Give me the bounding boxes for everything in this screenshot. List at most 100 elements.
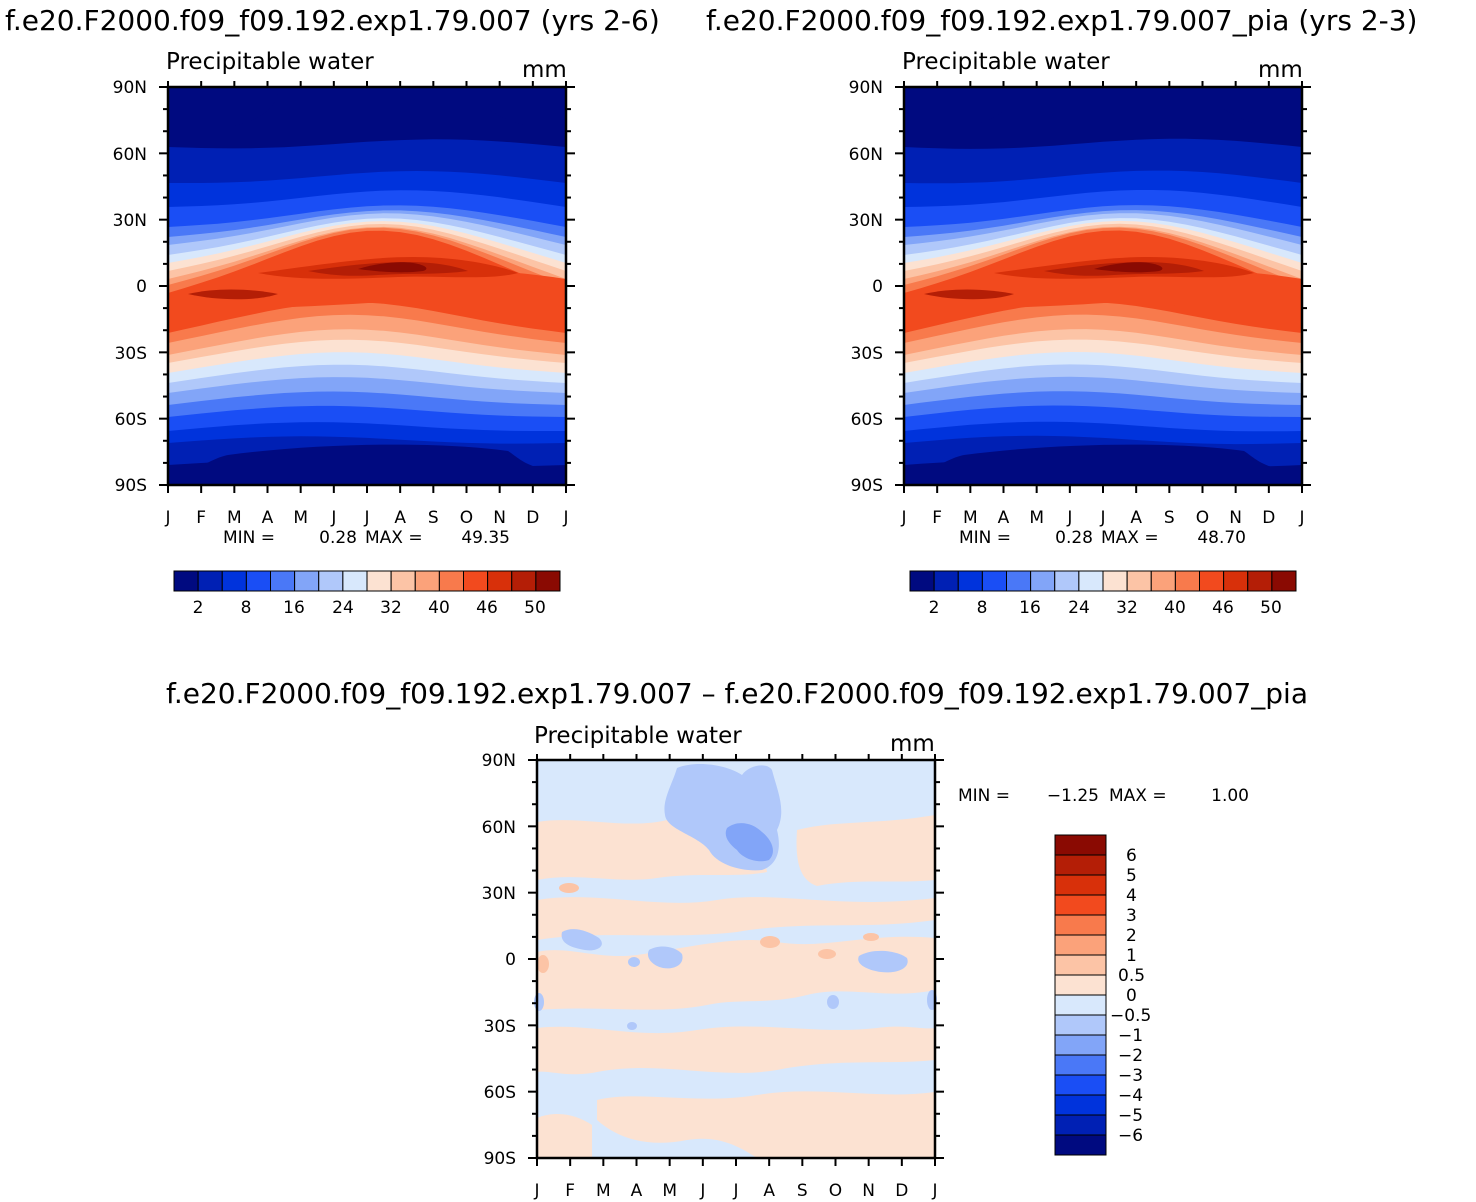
colorbar-swatch bbox=[1054, 570, 1080, 592]
contour-band-eq-1 bbox=[914, 268, 1302, 312]
panel-2-subtitle: Precipitable water bbox=[902, 49, 1110, 75]
panel-3-contours bbox=[534, 764, 937, 1158]
panel-3-plot bbox=[528, 754, 944, 1166]
x-tick-label: J bbox=[1099, 508, 1105, 528]
panel-1-max-value: 49.35 bbox=[461, 528, 510, 548]
colorbar-swatch bbox=[1054, 994, 1107, 1016]
panel-3-cbar-label-14: −5 bbox=[1118, 1106, 1143, 1126]
panel-3-y-tick-labels: 90N 60N 30N 0 30S 60S 90S bbox=[482, 751, 516, 1169]
contour-polar-nw bbox=[904, 87, 1015, 130]
panel-2-ylabel-90s: 90S bbox=[851, 476, 883, 496]
panel-2-max-value: 48.70 bbox=[1197, 528, 1246, 548]
panel-3-cbar-label-10: −1 bbox=[1118, 1026, 1143, 1046]
panel-3-cbar-label-9: −0.5 bbox=[1110, 1006, 1151, 1026]
panel-1-cbar-label-5: 32 bbox=[380, 598, 402, 618]
x-tick-label: D bbox=[526, 508, 539, 528]
panel-1-subtitle: Precipitable water bbox=[166, 49, 374, 75]
colorbar-swatch bbox=[1102, 570, 1128, 592]
x-tick-label: A bbox=[998, 508, 1010, 528]
x-tick-label: O bbox=[460, 508, 473, 528]
colorbar-swatch bbox=[1054, 934, 1107, 956]
panel-3-pos-spot-4 bbox=[863, 933, 879, 941]
colorbar-swatch bbox=[535, 570, 561, 592]
x-tick-label: N bbox=[862, 1181, 875, 1201]
x-tick-label: D bbox=[895, 1181, 908, 1201]
panel-2-ticks bbox=[895, 81, 1311, 493]
panel-2-min-label: MIN = bbox=[959, 528, 1011, 548]
panel-1-colorbar-labels: 2 8 16 24 32 40 46 50 bbox=[193, 598, 546, 618]
panel-3-neg-region-3 bbox=[561, 929, 602, 951]
panel-3-neg-region-2 bbox=[725, 823, 773, 862]
panel-1-y-tick-labels: 90N 60N 30N 0 30S 60S 90S bbox=[113, 78, 147, 496]
colorbar-swatch bbox=[957, 570, 983, 592]
panel-3-ylabel-90s: 90S bbox=[484, 1149, 516, 1169]
panel-1-ylabel-60n: 60N bbox=[113, 145, 147, 165]
contour-polar-nw bbox=[168, 87, 279, 130]
panel-2-ylabel-60n: 60N bbox=[849, 145, 883, 165]
x-tick-label: J bbox=[1298, 508, 1304, 528]
panel-1-cbar-label-6: 40 bbox=[428, 598, 450, 618]
panel-1-units: mm bbox=[522, 57, 567, 83]
contour-band-eq-4 bbox=[358, 262, 427, 273]
x-tick-label: O bbox=[1196, 508, 1209, 528]
x-tick-label: A bbox=[631, 1181, 643, 1201]
x-tick-label: J bbox=[1066, 508, 1072, 528]
panel-1-ylabel-90s: 90S bbox=[115, 476, 147, 496]
x-tick-label: M bbox=[662, 1181, 677, 1201]
panel-1-cbar-label-1: 2 bbox=[193, 598, 204, 618]
panel-3-title: f.e20.F2000.f09_f09.192.exp1.79.007 – f.… bbox=[166, 677, 1308, 710]
panel-3-neg-spot-4 bbox=[534, 993, 544, 1011]
x-tick-label: J bbox=[732, 1181, 738, 1201]
panel-3-colorbar bbox=[1054, 834, 1107, 1156]
panel-2-colorbar bbox=[909, 570, 1297, 592]
x-tick-label: A bbox=[1130, 508, 1142, 528]
colorbar-swatch bbox=[1054, 1114, 1107, 1136]
x-tick-label: J bbox=[931, 1181, 937, 1201]
contour-polar-ne bbox=[1224, 87, 1302, 130]
colorbar-swatch bbox=[1054, 834, 1107, 856]
panel-3-ylabel-30n: 30N bbox=[482, 884, 516, 904]
panel-1-ylabel-30n: 30N bbox=[113, 211, 147, 231]
colorbar-swatch bbox=[1271, 570, 1297, 592]
contour-band-eq-5 bbox=[924, 289, 1014, 300]
panel-1-cbar-label-7: 46 bbox=[476, 598, 498, 618]
panel-1-contours bbox=[168, 87, 566, 485]
panel-3-cbar-label-6: 1 bbox=[1126, 946, 1137, 966]
colorbar-swatch bbox=[1078, 570, 1104, 592]
colorbar-swatch bbox=[1054, 1094, 1107, 1116]
colorbar-swatch bbox=[1054, 1074, 1107, 1096]
contour-band-eq-4 bbox=[1094, 262, 1163, 273]
colorbar-swatch bbox=[1054, 1034, 1107, 1056]
panel-1-cbar-label-8: 50 bbox=[524, 598, 546, 618]
panel-3-min-label: MIN = bbox=[958, 786, 1010, 806]
panel-2-ylabel-30s: 30S bbox=[851, 344, 883, 364]
panel-1-ylabel-30s: 30S bbox=[115, 344, 147, 364]
panel-2-ylabel-0: 0 bbox=[872, 277, 883, 297]
contour-band-eq-1 bbox=[178, 268, 566, 312]
panel-3-cbar-label-4: 3 bbox=[1126, 906, 1137, 926]
x-tick-label: M bbox=[596, 1181, 611, 1201]
panel-2-cbar-label-1: 2 bbox=[929, 598, 940, 618]
panel-3-cbar-label-11: −2 bbox=[1118, 1046, 1143, 1066]
x-tick-label: J bbox=[363, 508, 369, 528]
x-tick-label: A bbox=[262, 508, 274, 528]
colorbar-swatch bbox=[1054, 1134, 1107, 1156]
panel-3-cbar-label-5: 2 bbox=[1126, 926, 1137, 946]
colorbar-swatch bbox=[1150, 570, 1176, 592]
panel-1-cbar-label-4: 24 bbox=[332, 598, 354, 618]
panel-3-units: mm bbox=[890, 731, 935, 757]
panel-3-neg-spot-1 bbox=[628, 957, 640, 967]
x-tick-label: F bbox=[565, 1181, 575, 1201]
panel-2-cbar-label-4: 24 bbox=[1068, 598, 1090, 618]
colorbar-swatch bbox=[1054, 954, 1107, 976]
x-tick-label: F bbox=[196, 508, 206, 528]
panel-1-min-label: MIN = bbox=[223, 528, 275, 548]
panel-2-title: f.e20.F2000.f09_f09.192.exp1.79.007_pia … bbox=[706, 4, 1417, 37]
panel-3-cbar-label-2: 5 bbox=[1126, 866, 1137, 886]
panel-2-cbar-label-8: 50 bbox=[1260, 598, 1282, 618]
panel-2-ylabel-90n: 90N bbox=[849, 78, 883, 98]
colorbar-swatch bbox=[1030, 570, 1056, 592]
x-tick-label: N bbox=[1229, 508, 1242, 528]
x-tick-label: S bbox=[1164, 508, 1175, 528]
